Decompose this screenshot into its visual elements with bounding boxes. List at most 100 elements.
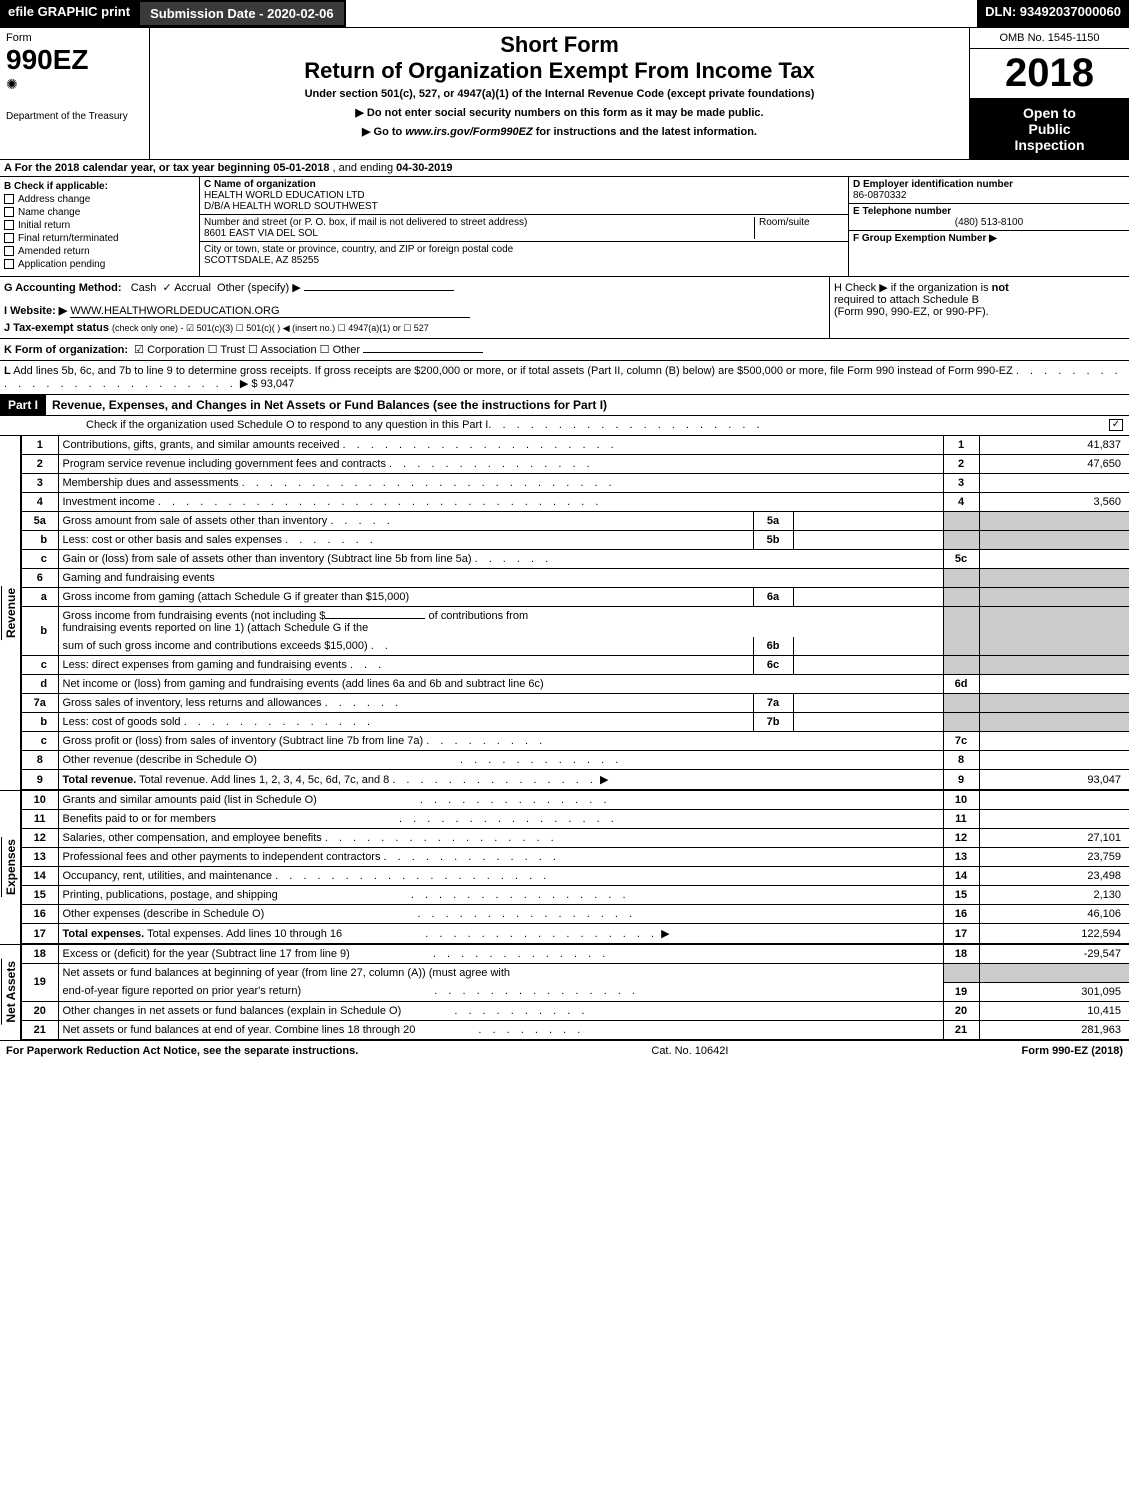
l-text: Add lines 5b, 6c, and 7b to line 9 to de… [13,365,1016,377]
revenue-table: 1Contributions, gifts, grants, and simil… [22,436,1129,790]
other-org-field[interactable] [363,352,483,353]
header-left: Form 990EZ ✺ Department of the Treasury [0,28,150,159]
part-1-check-text: Check if the organization used Schedule … [86,419,488,432]
org-name1: HEALTH WORLD EDUCATION LTD [204,190,844,201]
table-row: 13Professional fees and other payments t… [22,848,1129,867]
revenue-side-label: Revenue [0,436,22,790]
footer: For Paperwork Reduction Act Notice, see … [0,1041,1129,1061]
checkbox-icon[interactable] [4,194,14,204]
note2-pre: ▶ Go to [362,126,405,138]
footer-right: Form 990-EZ (2018) [1022,1045,1123,1057]
part-1-label: Part I [0,395,46,415]
h-text: if the organization is [891,282,992,294]
opt-address: Address change [4,194,195,205]
open2: Public [976,121,1123,137]
checkbox-icon[interactable] [4,220,14,230]
expenses-side-label: Expenses [0,791,22,944]
check-column-b: B Check if applicable: Address change Na… [0,177,200,276]
table-row: bGross income from fundraising events (n… [22,607,1129,638]
instruction-1: ▶ Do not enter social security numbers o… [154,106,965,119]
expenses-content: 10Grants and similar amounts paid (list … [22,791,1129,944]
table-row: 11Benefits paid to or for members . . . … [22,810,1129,829]
line-a-prefix: A For the 2018 calendar year, or tax yea… [4,162,273,174]
table-row: end-of-year figure reported on prior yea… [22,982,1129,1001]
checkbox-icon[interactable] [4,207,14,217]
table-row: 15Printing, publications, postage, and s… [22,886,1129,905]
netassets-table: 18Excess or (deficit) for the year (Subt… [22,945,1129,1040]
checkbox-icon[interactable]: ✓ [163,282,172,294]
line-g-h: G Accounting Method: Cash ✓ Accrual Othe… [0,277,1129,339]
addr-value: 8601 EAST VIA DEL SOL [204,228,754,239]
irs-link[interactable]: www.irs.gov/Form990EZ [405,126,532,138]
org-name2: D/B/A HEALTH WORLD SOUTHWEST [204,201,844,212]
j-label: J Tax-exempt status [4,322,109,334]
department-label: Department of the Treasury [6,111,143,122]
expenses-section: Expenses 10Grants and similar amounts pa… [0,791,1129,945]
line-a: A For the 2018 calendar year, or tax yea… [0,160,1129,177]
h-not: not [992,282,1009,294]
submission-date: Submission Date - 2020-02-06 [138,0,346,27]
line-a-begin: 05-01-2018 [273,162,329,174]
name-column: C Name of organization HEALTH WORLD EDUC… [200,177,849,276]
spacer [346,0,978,27]
netassets-section: Net Assets 18Excess or (deficit) for the… [0,945,1129,1041]
table-row: dNet income or (loss) from gaming and fu… [22,675,1129,694]
opt-pending: Application pending [4,259,195,270]
other-specify-field[interactable] [304,290,454,291]
h-rest2: (Form 990, 990-EZ, or 990-PF). [834,306,989,318]
table-row: 17Total expenses. Total expenses. Add li… [22,924,1129,944]
addr-row: Number and street (or P. O. box, if mail… [200,215,848,242]
note2-post: for instructions and the latest informat… [533,126,757,138]
netassets-content: 18Excess or (deficit) for the year (Subt… [22,945,1129,1040]
checkbox-icon[interactable]: ✓ [1109,419,1123,431]
city-row: City or town, state or province, country… [200,242,848,268]
efile-label: efile GRAPHIC print [0,0,138,27]
dots: . . . . . . . . . . . . . . . . . . . . [488,419,1109,432]
table-row: 3Membership dues and assessments . . . .… [22,474,1129,493]
under-section: Under section 501(c), 527, or 4947(a)(1)… [154,88,965,100]
table-row: 7aGross sales of inventory, less returns… [22,694,1129,713]
table-row: 8Other revenue (describe in Schedule O) … [22,751,1129,770]
k-label: K Form of organization: [4,344,128,356]
table-row: bLess: cost or other basis and sales exp… [22,531,1129,550]
line-k: K Form of organization: ☑ Corporation ☐ … [0,339,1129,361]
footer-left: For Paperwork Reduction Act Notice, see … [6,1045,358,1057]
table-row: 6Gaming and fundraising events [22,569,1129,588]
short-form-title: Short Form [154,32,965,58]
website-value: WWW.HEALTHWORLDEDUCATION.ORG [70,305,470,318]
open3: Inspection [976,137,1123,153]
city-value: SCOTTSDALE, AZ 85255 [204,255,844,266]
table-row: cGross profit or (loss) from sales of in… [22,732,1129,751]
d-ein-row: D Employer identification number 86-0870… [849,177,1129,204]
footer-mid: Cat. No. 10642I [651,1045,728,1057]
table-row: 5aGross amount from sale of assets other… [22,512,1129,531]
k-rest: ☑ Corporation ☐ Trust ☐ Association ☐ Ot… [134,344,360,356]
netassets-side-label: Net Assets [0,945,22,1040]
table-row: 18Excess or (deficit) for the year (Subt… [22,945,1129,964]
checkbox-icon[interactable] [4,259,14,269]
l-label: L [4,365,11,377]
form-label: Form [6,32,143,44]
f-label: F Group Exemption Number ▶ [853,233,1125,244]
instruction-2: ▶ Go to www.irs.gov/Form990EZ for instru… [154,125,965,138]
line-a-end: 04-30-2019 [396,162,452,174]
open-public-badge: Open to Public Inspection [970,99,1129,159]
checkbox-icon[interactable] [4,233,14,243]
table-row: 9Total revenue. Total revenue. Add lines… [22,770,1129,790]
omb-number: OMB No. 1545-1150 [970,28,1129,49]
entity-row: B Check if applicable: Address change Na… [0,177,1129,277]
table-row: 4Investment income . . . . . . . . . . .… [22,493,1129,512]
top-bar: efile GRAPHIC print Submission Date - 20… [0,0,1129,28]
table-row: 16Other expenses (describe in Schedule O… [22,905,1129,924]
i-label: I Website: ▶ [4,305,67,317]
j-rest: (check only one) - ☑ 501(c)(3) ☐ 501(c)(… [112,323,429,333]
g-label: G Accounting Method: [4,282,122,294]
phone-value: (480) 513-8100 [853,217,1125,228]
table-row: bLess: cost of goods sold . . . . . . . … [22,713,1129,732]
part-1-title: Revenue, Expenses, and Changes in Net As… [46,395,613,415]
opt-initial: Initial return [4,220,195,231]
table-row: 21Net assets or fund balances at end of … [22,1020,1129,1039]
return-title: Return of Organization Exempt From Incom… [154,58,965,84]
e-label: E Telephone number [853,206,1125,217]
checkbox-icon[interactable] [4,246,14,256]
